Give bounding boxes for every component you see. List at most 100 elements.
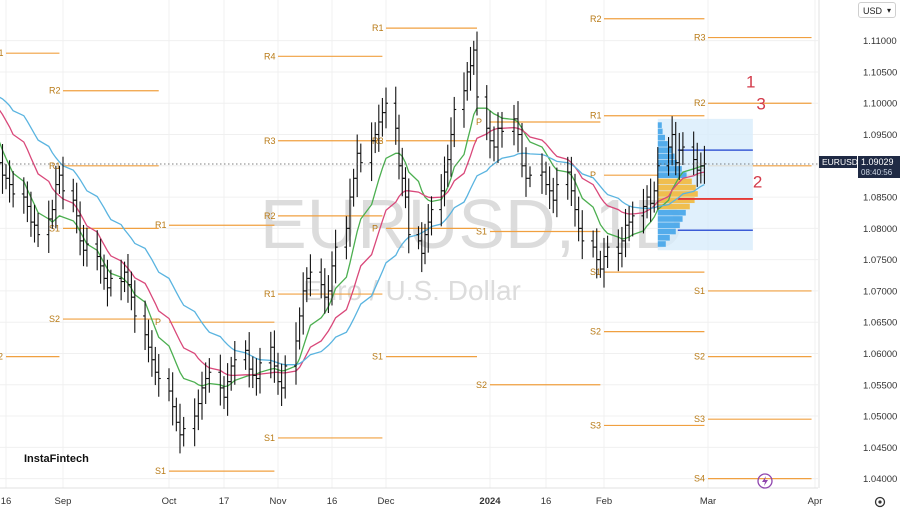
ohlc-bar — [108, 269, 113, 297]
ohlc-bar — [7, 160, 12, 203]
wave-annotation-2: 2 — [753, 173, 762, 192]
pivot-label: R2 — [590, 14, 602, 24]
wave-annotation-3: 3 — [756, 94, 765, 113]
ohlc-bar — [28, 191, 33, 237]
ma-slow-line — [0, 96, 705, 366]
alert-icon[interactable] — [757, 473, 773, 489]
volume-profile-area — [657, 118, 753, 251]
ohlc-bar — [243, 340, 248, 370]
ohlc-bar — [74, 182, 79, 234]
volume-profile — [657, 118, 753, 251]
time-tick-label: 2024 — [479, 496, 501, 507]
ohlc-bar — [84, 227, 89, 267]
price-tick-label: 1.05000 — [863, 412, 897, 423]
ohlc-bar — [471, 40, 476, 75]
pivot-label: S2 — [0, 352, 3, 362]
price-tag-value: 1.09029 — [861, 157, 894, 167]
pivot-label: P — [476, 117, 482, 127]
price-tick-label: 1.04500 — [863, 443, 897, 454]
ohlc-bar — [308, 254, 313, 297]
price-axis[interactable]: 1.110001.105001.100001.095001.090001.085… — [818, 0, 900, 510]
volume-profile-bin — [657, 222, 680, 229]
time-axis[interactable]: 16 Sep Oct 17 Nov 16 Dec 2024 16 Feb Mar Apr — [0, 487, 822, 507]
ohlc-bar — [452, 96, 457, 148]
price-tick-label: 1.05500 — [863, 380, 897, 391]
currency-selector[interactable]: USD ▾ — [858, 2, 896, 18]
settings-gear-icon[interactable] — [874, 496, 886, 508]
watermark-description: Euro / U.S. Dollar — [303, 275, 521, 306]
pivot-label: S1 — [590, 267, 601, 277]
ohlc-bar — [630, 201, 635, 237]
ohlc-bar — [520, 123, 524, 178]
ohlc-bar — [192, 398, 197, 447]
time-tick-label: Feb — [596, 496, 612, 507]
brand-name: InstaFintech — [24, 453, 89, 465]
pivot-label: S3 — [694, 414, 705, 424]
volume-profile-bin — [657, 134, 665, 141]
price-tick-label: 1.08500 — [863, 193, 897, 204]
ohlc-bar — [125, 254, 130, 303]
ohlc-bar — [119, 259, 124, 301]
ohlc-bar — [71, 178, 76, 213]
pivot-label: S1 — [49, 223, 60, 233]
pivot-label: S3 — [590, 420, 601, 430]
ohlc-bar — [276, 352, 280, 395]
time-tick-label: Dec — [378, 496, 395, 507]
volume-profile-bin — [657, 141, 668, 147]
price-tag-symbol: EURUSD — [822, 157, 858, 167]
ohlc-bar — [196, 389, 201, 431]
volume-profile-bin — [657, 147, 672, 153]
ohlc-bar — [680, 132, 685, 166]
ohlc-bar — [429, 196, 434, 236]
ohlc-bar — [500, 111, 504, 148]
time-tick-label: Sep — [55, 496, 72, 507]
price-tick-label: 1.09500 — [863, 130, 897, 141]
pivot-label: P — [590, 170, 596, 180]
price-tick-label: 1.10000 — [863, 99, 897, 110]
time-tick-label: 16 — [327, 496, 338, 507]
ohlc-bar — [170, 372, 175, 426]
ohlc-bar — [554, 167, 559, 218]
pivot-label: R1 — [590, 111, 602, 121]
price-tick-label: 1.08000 — [863, 224, 897, 235]
ohlc-bar — [297, 307, 302, 350]
pivot-label: P — [372, 223, 378, 233]
price-tick-label: 1.06500 — [863, 318, 897, 329]
ohlc-bar — [516, 101, 520, 153]
pivot-label: R4 — [264, 51, 276, 61]
price-tick-label: 1.04000 — [863, 474, 897, 485]
price-tick-label: 1.06000 — [863, 349, 897, 360]
annotations: 1 2 3 — [746, 73, 766, 192]
ohlc-bar — [0, 143, 5, 194]
price-tick-label: 1.11000 — [863, 36, 897, 47]
pivot-label: S2 — [694, 352, 705, 362]
ohlc-bar — [384, 87, 388, 129]
pivot-label: R3 — [694, 33, 706, 43]
pivot-label: R2 — [694, 98, 706, 108]
price-tag-countdown: 08:40:56 — [861, 168, 893, 177]
pivot-label: S2 — [476, 380, 487, 390]
volume-profile-bin — [657, 184, 696, 191]
ohlc-bar — [225, 363, 230, 416]
ohlc-bar — [393, 86, 398, 145]
ohlc-bar — [258, 347, 262, 394]
ohlc-bar — [268, 331, 273, 379]
ohlc-bar — [462, 72, 466, 128]
volume-profile-bin — [657, 122, 662, 128]
ohlc-bar — [580, 210, 585, 260]
pivot-label: R3 — [372, 136, 384, 146]
ohlc-bar — [358, 143, 363, 173]
pivot-label: R2 — [49, 86, 61, 96]
pivot-label: S1 — [372, 352, 383, 362]
ohlc-bar — [232, 340, 237, 385]
volume-profile-bin — [657, 228, 676, 235]
ohlc-bar — [11, 171, 16, 208]
volume-profile-bin — [657, 241, 666, 247]
ohlc-bar — [272, 330, 277, 383]
price-tag-symbol-bg — [819, 156, 857, 168]
ohlc-bar — [132, 280, 137, 333]
ohlc-bar — [540, 153, 544, 194]
ohlc-bar — [98, 238, 103, 284]
ohlc-bar — [512, 104, 516, 146]
